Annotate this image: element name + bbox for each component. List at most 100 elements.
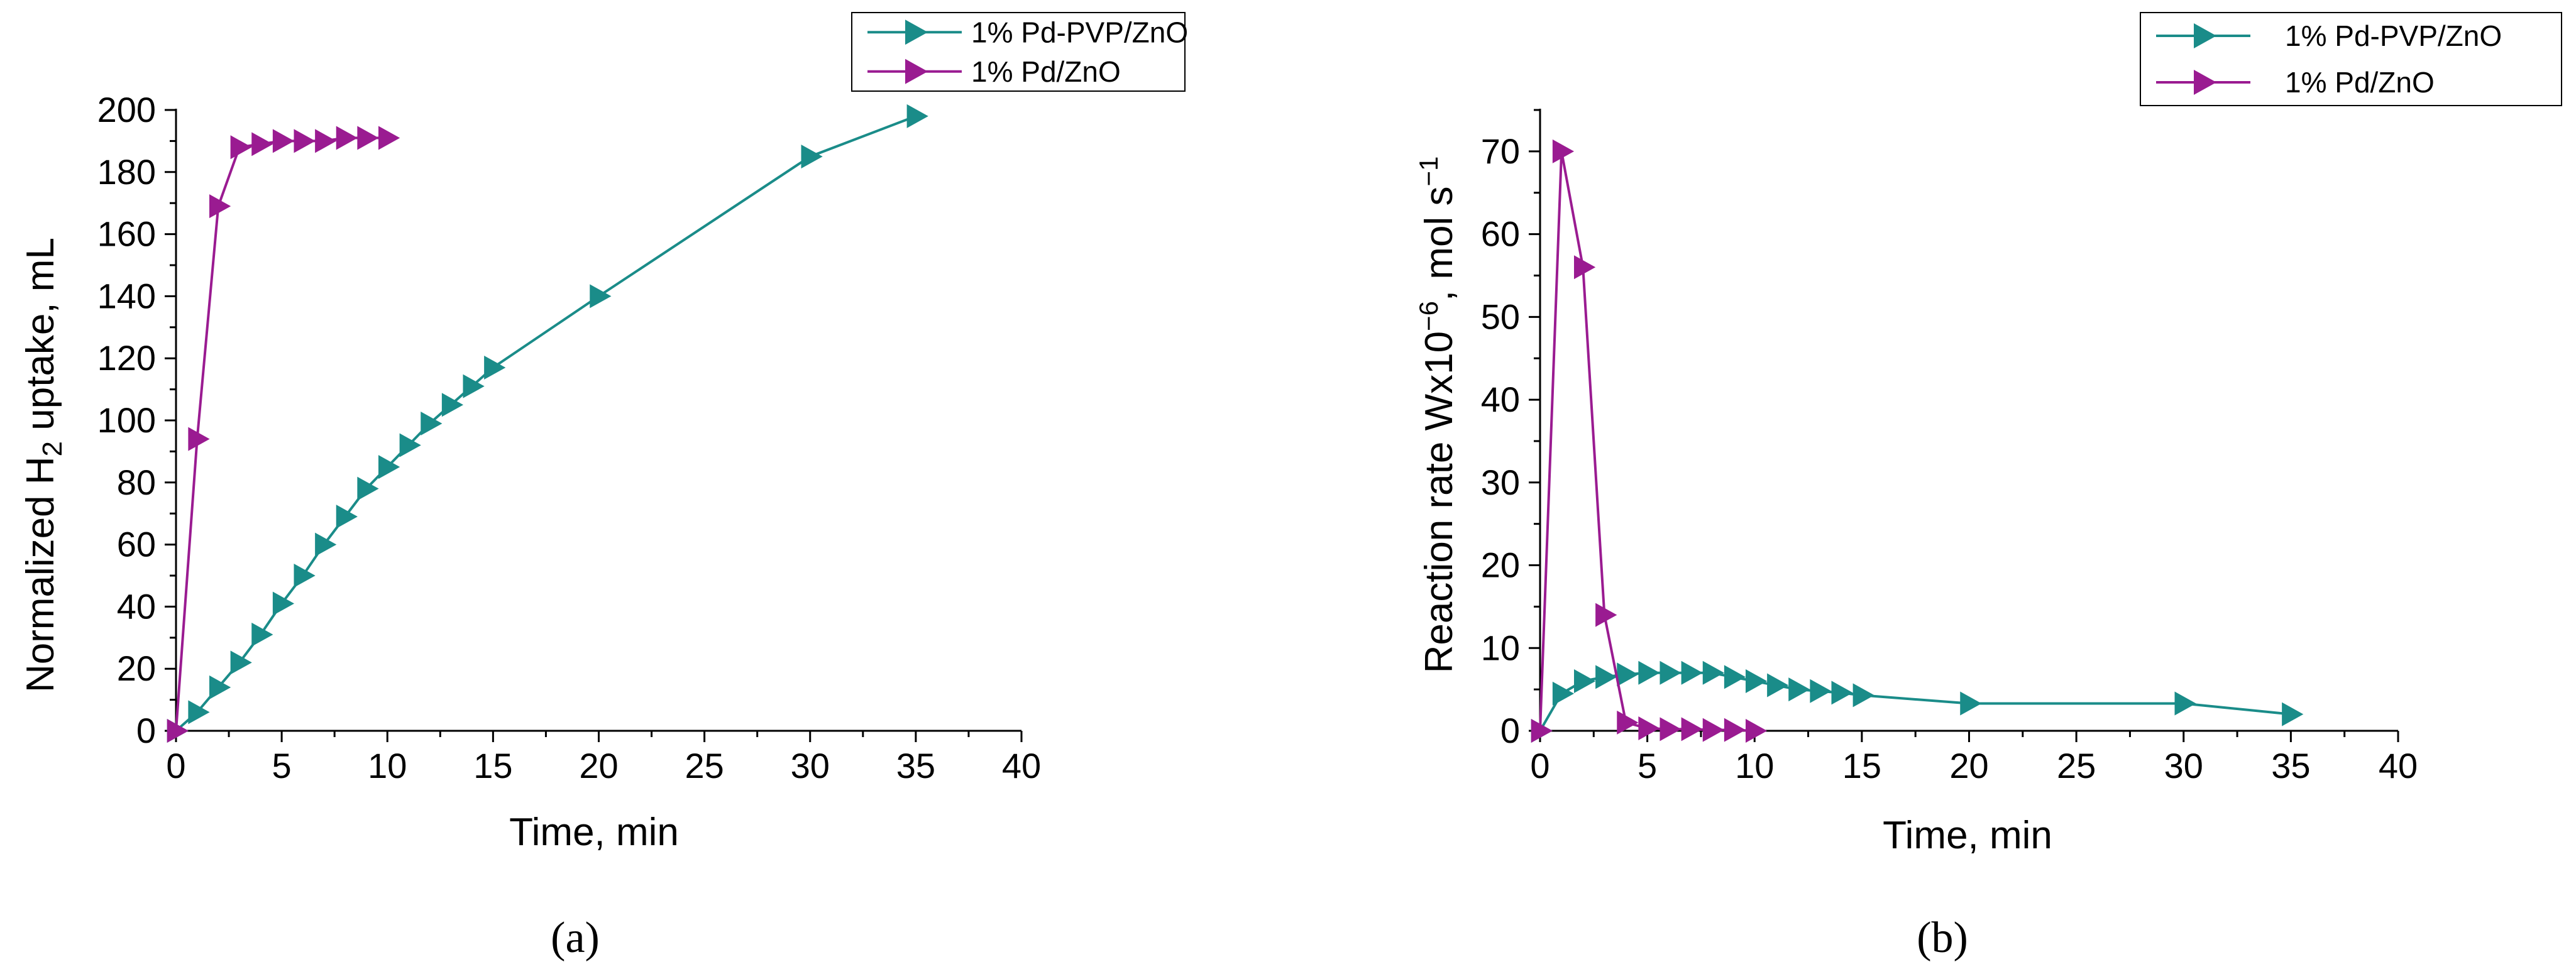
y-axis-label-a: Normalized H2 uptake, mL xyxy=(19,238,68,692)
data-point-marker xyxy=(1531,719,1553,743)
legend-label: 1% Pd-PVP/ZnO xyxy=(971,16,1188,48)
data-point-marker xyxy=(1552,681,1575,706)
data-point-marker xyxy=(209,194,231,219)
data-point-marker xyxy=(1574,255,1596,280)
data-point-marker xyxy=(1746,669,1768,693)
x-axis-label-b: Time, min xyxy=(1883,814,2052,857)
x-tick-label: 15 xyxy=(1842,746,1881,785)
y-tick-label: 200 xyxy=(97,90,156,129)
y-tick-label: 20 xyxy=(1481,545,1520,585)
y-axis-label-b-sup2: −1 xyxy=(1414,156,1443,187)
legend-label: 1% Pd-PVP/ZnO xyxy=(2285,19,2502,52)
axes-a xyxy=(175,109,1021,732)
data-point-marker xyxy=(357,476,379,501)
data-point-marker xyxy=(1681,660,1703,685)
legend-box xyxy=(2140,12,2562,106)
y-tick-label: 40 xyxy=(117,586,156,626)
legend-label: 1% Pd/ZnO xyxy=(2285,66,2435,99)
x-tick-label: 0 xyxy=(1530,746,1549,785)
data-point-marker xyxy=(1810,679,1832,703)
data-point-marker xyxy=(1595,665,1617,689)
data-point-marker xyxy=(906,104,928,128)
data-point-marker xyxy=(1681,717,1703,741)
data-point-marker xyxy=(378,455,400,479)
panel-label-a: (a) xyxy=(551,914,600,962)
data-point-marker xyxy=(1788,677,1810,702)
y-axis-label-b-sup1: −6 xyxy=(1414,301,1443,331)
x-tick-label: 30 xyxy=(791,746,830,785)
chart-panel-b: 0 5 10 15 20 25 30 35 40 0 10 20 30 40 50 60 70 Time, m… xyxy=(1414,12,2562,962)
data-point-marker xyxy=(1724,718,1746,742)
data-point-marker xyxy=(315,129,337,153)
data-point-marker xyxy=(188,427,210,451)
y-tick-label: 180 xyxy=(97,152,156,192)
legend-label: 1% Pd/ZnO xyxy=(971,55,1121,88)
legend-marker xyxy=(905,19,928,45)
data-point-marker xyxy=(336,505,358,529)
data-point-marker xyxy=(421,411,443,435)
data-point-marker xyxy=(1852,683,1874,708)
y-tick-label: 0 xyxy=(1500,711,1520,750)
y-tick-label: 100 xyxy=(97,400,156,440)
data-point-marker xyxy=(167,719,189,743)
x-tick-label: 10 xyxy=(1735,746,1774,785)
data-point-marker xyxy=(357,126,379,150)
y-tick-label: 60 xyxy=(1481,214,1520,254)
data-point-marker xyxy=(251,622,273,647)
data-point-marker xyxy=(230,135,252,160)
y-tick-label: 60 xyxy=(117,525,156,564)
data-point-marker xyxy=(1660,717,1682,741)
y-axis-label-b: Reaction rate Wx10−6, mol s−1 xyxy=(1414,156,1461,674)
series-group-a xyxy=(167,104,928,743)
data-point-marker xyxy=(1617,710,1639,735)
x-tick-label: 5 xyxy=(272,746,292,785)
y-tick-label: 160 xyxy=(97,214,156,254)
y-axis-label-a-pre: Normalized H xyxy=(19,456,62,692)
data-point-marker xyxy=(1574,669,1596,693)
y-tick-label: 20 xyxy=(117,648,156,688)
data-point-marker xyxy=(801,145,823,169)
y-tick-label: 40 xyxy=(1481,380,1520,419)
y-axis-label-b-pre: Reaction rate Wx10 xyxy=(1417,331,1461,673)
data-point-marker xyxy=(1702,718,1724,742)
x-tick-label: 35 xyxy=(2271,746,2310,785)
data-point-marker xyxy=(1595,603,1617,627)
data-point-marker xyxy=(315,532,337,557)
y-ticks-a: 0 20 40 60 80 100 120 140 160 180 200 xyxy=(97,90,176,750)
series-line-pd-zno xyxy=(175,136,388,731)
data-point-marker xyxy=(1617,662,1639,687)
axes-b xyxy=(1539,109,2398,732)
y-ticks-b: 0 10 20 30 40 50 60 70 xyxy=(1481,109,1540,750)
legend-a: 1% Pd-PVP/ZnO 1% Pd/ZnO xyxy=(851,12,1188,92)
data-point-marker xyxy=(2282,702,2304,726)
x-ticks-b: 0 5 10 15 20 25 30 35 40 xyxy=(1530,731,2418,785)
panel-label-b: (b) xyxy=(1917,914,1968,962)
data-point-marker xyxy=(1724,665,1746,689)
y-axis-label-b-mid: , mol s xyxy=(1417,186,1461,301)
x-tick-label: 10 xyxy=(368,746,407,785)
x-tick-label: 0 xyxy=(166,746,185,785)
y-tick-label: 10 xyxy=(1481,628,1520,667)
legend-marker xyxy=(905,58,928,84)
series-line-pd-zno xyxy=(1539,151,1755,732)
legend-marker xyxy=(2194,23,2216,48)
data-point-marker xyxy=(336,126,358,150)
data-point-marker xyxy=(272,591,295,616)
data-point-marker xyxy=(1638,716,1660,741)
data-point-marker xyxy=(2174,691,2196,716)
data-point-marker xyxy=(1767,673,1789,698)
y-tick-label: 70 xyxy=(1481,131,1520,171)
data-point-marker xyxy=(1831,681,1853,705)
data-point-marker xyxy=(294,129,316,153)
data-point-marker xyxy=(251,132,273,156)
y-axis-label-a-sub: 2 xyxy=(37,441,68,456)
data-point-marker xyxy=(188,700,210,725)
x-tick-label: 40 xyxy=(1002,746,1041,785)
x-ticks-a: 0 5 10 15 20 25 30 35 40 xyxy=(166,731,1041,785)
data-point-marker xyxy=(230,650,252,675)
y-tick-label: 140 xyxy=(97,276,156,315)
data-point-marker xyxy=(1638,660,1660,685)
y-tick-label: 0 xyxy=(136,711,156,750)
data-point-marker xyxy=(272,129,295,153)
